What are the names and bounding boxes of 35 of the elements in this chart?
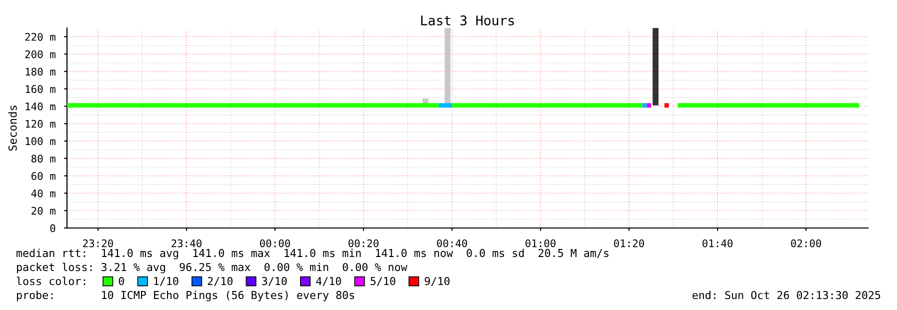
x-tick-label: 01:40 [702,239,733,248]
x-tick-label: 00:00 [260,239,290,248]
legend-label: 9/10 [424,276,450,286]
y-tick-label: 200 m [25,50,56,58]
y-tick-label: 160 m [26,85,56,94]
y-tick-label: 180 m [26,68,56,76]
x-tick-label: 00:20 [348,239,379,248]
y-tick-label: 0 [50,224,56,232]
y-axis-title: Seconds [8,106,17,151]
y-tick-label: 220 m [25,32,56,41]
text: packet loss: 3.21 % avg 96.25 % max 0.00 % min 0.00 % now [17,262,408,274]
x-tick-label: 00:40 [437,239,468,248]
legend-label: 0 [118,276,124,286]
legend-label: 4/10 [316,276,342,286]
x-tick-label: 23:40 [172,239,202,248]
legend-label: 1/10 [154,276,178,286]
y-tick-label: 100 m [26,137,56,146]
y-tick-label: 40 m [31,189,56,198]
y-tick-label: 140 m [26,102,56,110]
x-tick-label: 23:20 [83,239,113,248]
legend-label: 3/10 [262,276,287,286]
legend-title: loss color: [16,276,86,286]
text: probe: 10 ICMP Echo Pings (56 Bytes) every 80s [17,290,354,302]
y-tick-label: 20 m [32,206,56,215]
x-tick-label: 01:20 [614,239,644,248]
y-tick-label: 60 m [31,172,56,180]
legend-label: 5/10 [370,276,396,286]
y-tick-label: 80 m [31,154,56,163]
legend-label: 2/10 [208,276,232,286]
x-tick-label: 01:00 [526,239,556,248]
chart-title: Last 3 Hours [421,15,514,26]
y-tick-label: 120 m [26,120,56,128]
x-tick-label: 02:00 [791,239,822,248]
text: end: Sun Oct 26 02:13:30 2025 [692,290,880,300]
text: median rtt: 141.0 ms avg 141.0 ms max 141.0 ms min 141.0 ms now 0.0 ms sd 20.5 M am/s [16,248,608,260]
